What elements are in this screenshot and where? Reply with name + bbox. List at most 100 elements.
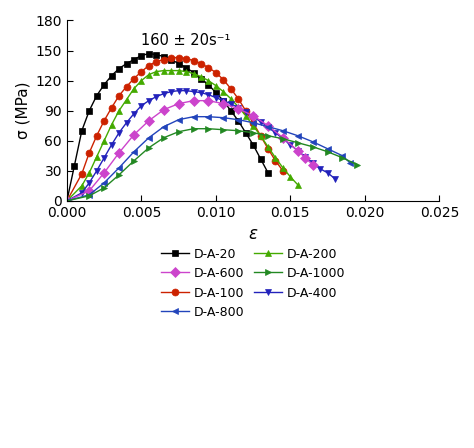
D-A-20 [168,57,174,62]
D-A-200 [198,74,204,79]
D-A-400 [64,198,70,203]
D-A-400 [161,91,166,96]
Line: D-A-200: D-A-200 [64,67,301,204]
D-A-20 [109,73,114,78]
D-A-200 [250,123,256,129]
D-A-1000 [265,133,271,138]
D-A-100 [228,86,234,91]
D-A-800 [220,115,226,121]
D-A-100 [213,70,219,75]
D-A-400 [124,120,129,125]
D-A-20 [191,70,196,75]
D-A-800 [101,180,107,185]
D-A-200 [176,68,182,73]
D-A-400 [198,90,204,95]
D-A-200 [243,113,248,118]
D-A-400 [288,142,293,147]
D-A-1000 [310,144,316,150]
D-A-800 [64,198,70,203]
D-A-200 [86,170,92,176]
D-A-400 [154,94,159,99]
D-A-400 [101,155,107,160]
D-A-100 [243,108,248,113]
D-A-20 [220,98,226,103]
D-A-600 [191,98,196,103]
D-A-100 [161,57,166,62]
D-A-200 [94,154,100,159]
D-A-800 [146,135,152,140]
D-A-20 [64,198,70,203]
D-A-400 [213,95,219,100]
D-A-200 [109,122,114,127]
D-A-200 [295,182,301,188]
D-A-400 [183,88,189,93]
D-A-200 [213,83,219,88]
D-A-400 [109,142,114,147]
D-A-1000 [325,149,330,155]
D-A-100 [206,65,211,70]
D-A-100 [220,77,226,82]
D-A-400 [220,98,226,103]
D-A-1000 [86,193,92,198]
D-A-20 [124,61,129,66]
D-A-800 [161,124,166,129]
D-A-600 [101,170,107,176]
D-A-100 [64,198,70,203]
Line: D-A-600: D-A-600 [64,97,316,204]
D-A-1000 [206,126,211,131]
D-A-600 [116,150,122,155]
D-A-600 [250,113,256,118]
D-A-400 [146,98,152,103]
D-A-400 [79,190,85,195]
D-A-100 [86,150,92,155]
D-A-100 [265,146,271,151]
Line: D-A-100: D-A-100 [64,54,286,204]
D-A-100 [183,56,189,61]
D-A-400 [243,109,248,114]
D-A-1000 [116,172,122,177]
D-A-200 [228,96,234,101]
D-A-1000 [236,128,241,134]
D-A-100 [191,58,196,63]
D-A-1000 [146,145,152,151]
D-A-100 [109,105,114,110]
D-A-400 [206,92,211,97]
D-A-100 [101,118,107,123]
D-A-800 [176,117,182,122]
D-A-600 [161,107,166,112]
D-A-20 [101,82,107,87]
D-A-200 [131,86,137,91]
D-A-600 [236,106,241,112]
D-A-20 [183,65,189,70]
D-A-400 [116,130,122,135]
D-A-600 [302,155,308,160]
D-A-400 [228,101,234,106]
D-A-400 [325,170,330,176]
D-A-200 [168,68,174,73]
Line: D-A-400: D-A-400 [64,87,338,204]
D-A-100 [124,84,129,89]
D-A-20 [154,52,159,57]
D-A-1000 [280,136,286,142]
D-A-200 [183,69,189,74]
D-A-100 [146,63,152,68]
D-A-20 [116,66,122,71]
D-A-200 [161,68,166,73]
D-A-200 [265,144,271,150]
D-A-800 [325,146,330,151]
D-A-20 [86,108,92,113]
D-A-1000 [355,162,360,168]
D-A-600 [206,98,211,103]
D-A-20 [79,128,85,134]
Legend: D-A-20, D-A-600, D-A-100, D-A-800, D-A-200, D-A-1000, D-A-400: D-A-20, D-A-600, D-A-100, D-A-800, D-A-2… [156,243,350,324]
D-A-100 [131,76,137,81]
D-A-400 [168,89,174,95]
D-A-200 [138,78,144,83]
D-A-800 [250,120,256,125]
D-A-20 [146,51,152,56]
D-A-100 [94,133,100,138]
D-A-400 [295,148,301,153]
D-A-600 [131,132,137,138]
D-A-20 [258,156,264,161]
D-A-800 [265,124,271,129]
